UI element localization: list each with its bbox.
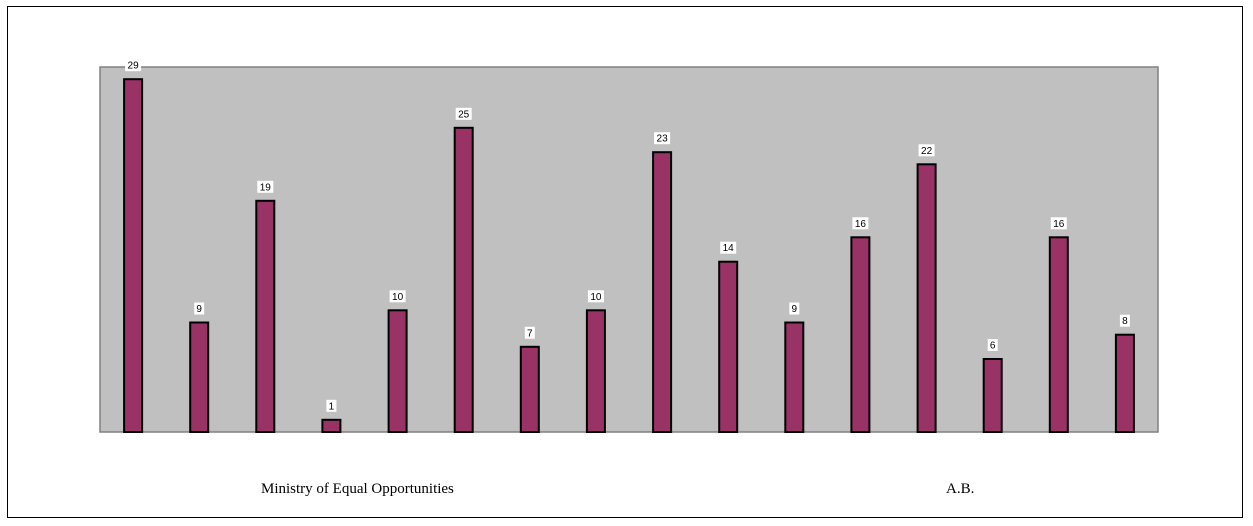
svg-text:6: 6 — [990, 341, 996, 352]
svg-text:10: 10 — [590, 292, 602, 303]
bar-8 — [585, 309, 606, 433]
svg-text:14: 14 — [723, 243, 735, 254]
bar-series — [123, 78, 1135, 434]
data-label-1: 29 — [125, 59, 142, 72]
data-label-9: 23 — [654, 132, 671, 145]
bar-3 — [255, 199, 276, 433]
data-label-14: 6 — [987, 339, 998, 352]
data-label-4: 1 — [326, 399, 337, 412]
data-label-5: 10 — [389, 290, 406, 303]
svg-text:23: 23 — [657, 134, 669, 145]
svg-text:7: 7 — [527, 328, 533, 339]
svg-text:8: 8 — [1122, 316, 1128, 327]
svg-text:9: 9 — [196, 304, 202, 315]
data-label-8: 10 — [587, 290, 604, 303]
bar-14 — [982, 358, 1003, 433]
svg-text:10: 10 — [392, 292, 404, 303]
data-label-12: 16 — [852, 217, 869, 230]
bar-11 — [784, 321, 805, 433]
bar-1 — [123, 78, 144, 433]
bar-12 — [850, 236, 871, 433]
data-label-6: 25 — [455, 107, 472, 120]
data-label-10: 14 — [720, 241, 737, 254]
bar-5 — [387, 309, 408, 433]
bar-15 — [1048, 236, 1069, 433]
svg-text:1: 1 — [329, 401, 335, 412]
bar-13 — [916, 163, 937, 434]
plot-area — [99, 66, 1159, 433]
data-label-16: 8 — [1119, 314, 1130, 327]
data-label-15: 16 — [1050, 217, 1067, 230]
data-label-11: 9 — [789, 302, 800, 315]
bar-4 — [321, 418, 342, 433]
bar-9 — [652, 151, 673, 433]
svg-text:22: 22 — [921, 146, 933, 157]
svg-text:19: 19 — [260, 182, 272, 193]
group-label-ab: A.B. — [946, 481, 975, 497]
bar-10 — [718, 260, 739, 434]
group-label-ministry: Ministry of Equal Opportunities — [261, 481, 454, 497]
svg-text:29: 29 — [128, 61, 140, 72]
bar-2 — [189, 321, 210, 433]
svg-text:16: 16 — [855, 219, 867, 230]
svg-text:16: 16 — [1053, 219, 1065, 230]
svg-text:25: 25 — [458, 109, 470, 120]
bar-16 — [1114, 333, 1135, 434]
data-label-13: 22 — [918, 144, 935, 157]
bar-7 — [519, 345, 540, 433]
svg-text:9: 9 — [792, 304, 798, 315]
bar-6 — [453, 126, 474, 434]
data-label-3: 19 — [257, 180, 274, 193]
data-labels: 29 9 19 1 10 25 7 10 23 14 9 16 22 6 16 8 — [125, 59, 1130, 412]
data-label-7: 7 — [524, 326, 535, 339]
data-label-2: 9 — [194, 302, 205, 315]
